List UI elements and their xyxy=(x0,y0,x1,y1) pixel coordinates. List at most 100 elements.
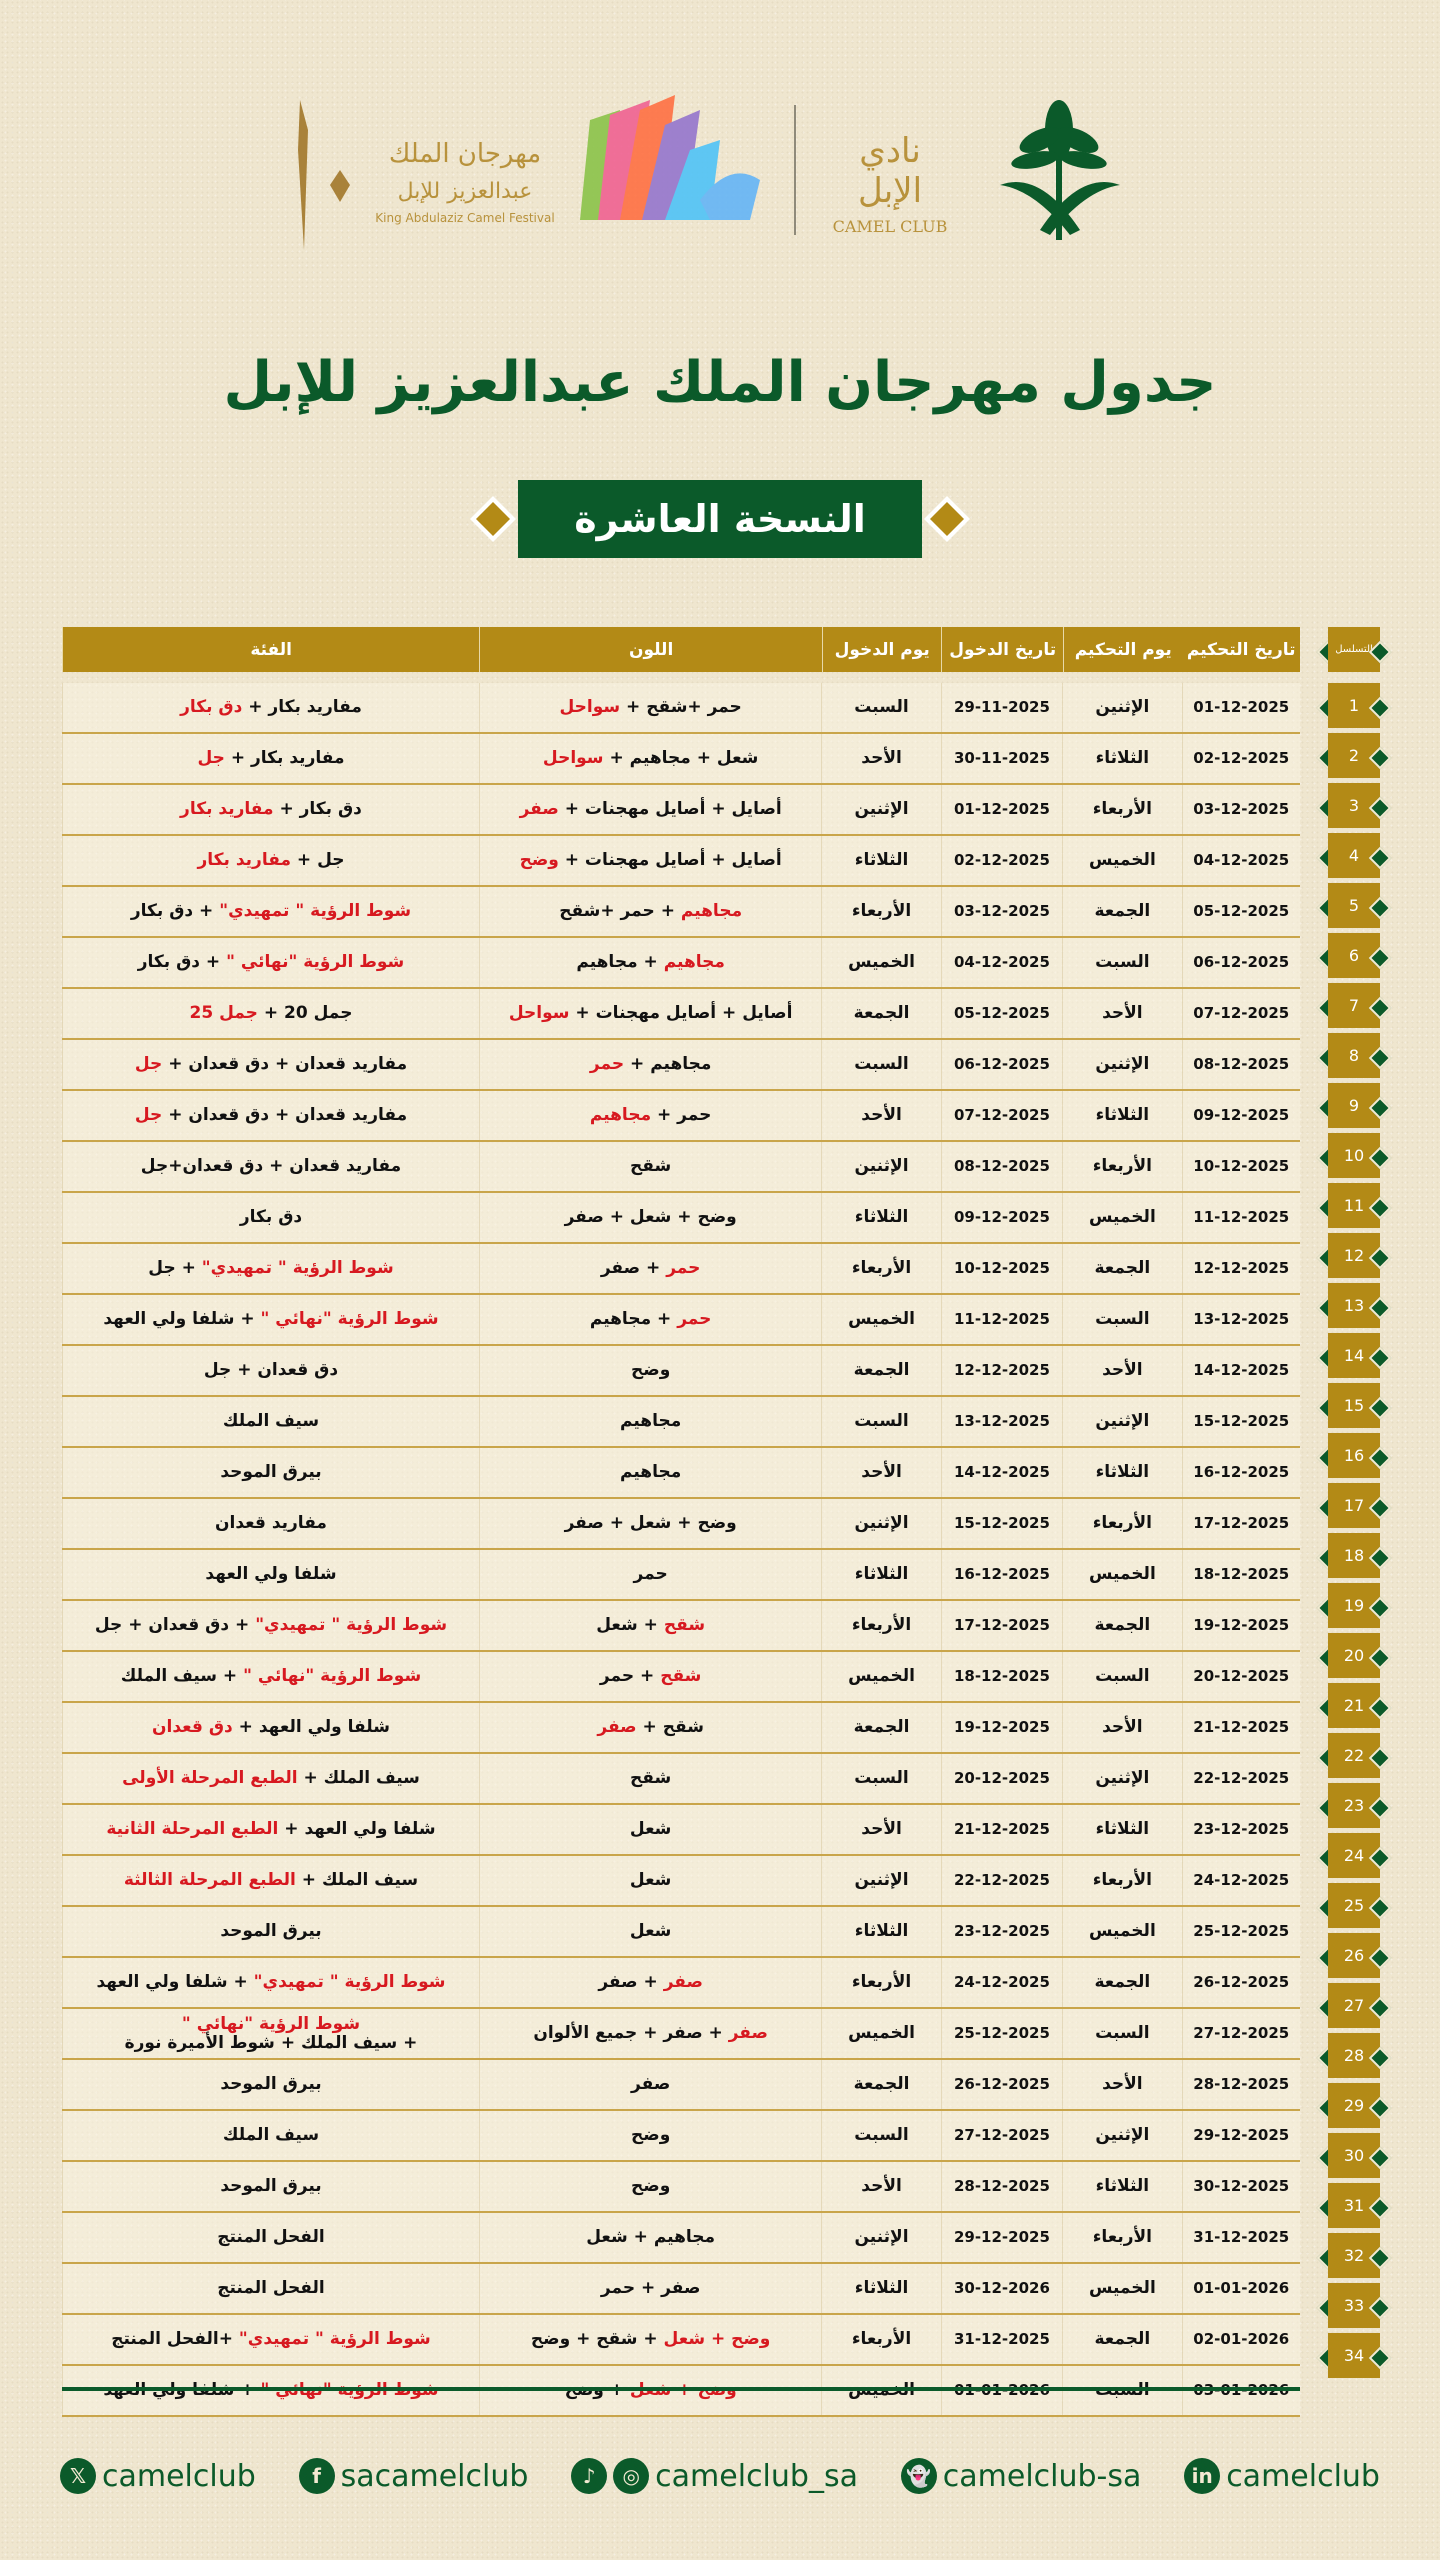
cell-judging-day: الخميس xyxy=(1062,836,1181,885)
cell-color: صفر + صفر xyxy=(478,1958,821,2007)
text: صفر + حمر xyxy=(600,2278,701,2299)
serial-tile: 29 xyxy=(1316,2083,1392,2128)
cell-judging-day: الأحد xyxy=(1062,2060,1181,2109)
cell-category: دق قعدان + جل xyxy=(62,1346,479,1395)
cell-judging-date: 26-12-2025 xyxy=(1181,1958,1300,2007)
serial-tile: 6 xyxy=(1316,933,1392,978)
cell-entry-day: الجمعة xyxy=(821,2060,940,2109)
highlighted-text: مجاهيم xyxy=(680,901,743,922)
cell-judging-date: 02-01-2026 xyxy=(1181,2315,1300,2364)
serial-tile: 15 xyxy=(1316,1383,1392,1428)
text: مفاريد قعدان xyxy=(215,1513,327,1534)
text: أصايل + أصايل مهجنات + xyxy=(558,799,782,820)
cell-category: مفاريد بكار + جل xyxy=(62,734,479,783)
social-link[interactable]: in camelclub xyxy=(1184,2458,1380,2494)
text: + صفر xyxy=(600,1258,667,1279)
cell-entry-date: 07-12-2025 xyxy=(940,1091,1062,1140)
serial-tile: 9 xyxy=(1316,1083,1392,1128)
cell-category: شوط الرؤية "نهائي " + دق بكار xyxy=(62,938,479,987)
text: + شقح + وضح xyxy=(530,2329,664,2350)
table-row: الفحل المنتج صفر + حمر الثلاثاء 30-12-2026 ا… xyxy=(62,2264,1300,2315)
highlighted-text: صفر xyxy=(519,799,559,820)
cell-color: وضح xyxy=(478,2162,821,2211)
text: + حمر xyxy=(599,1666,661,1687)
edition-title: النسخة العاشرة xyxy=(574,497,866,541)
text: بيرق الموحد xyxy=(220,2176,322,2197)
camel-riders-illustration xyxy=(580,95,760,220)
text: مفاريد قعدان + دق قعدان+جل xyxy=(140,1156,402,1177)
page-title: جدول مهرجان الملك عبدالعزيز للإبل xyxy=(223,350,1217,415)
text: + مجاهيم xyxy=(589,1309,678,1330)
text: مجاهيم + شعل xyxy=(586,2227,716,2248)
cell-entry-date: 06-12-2025 xyxy=(940,1040,1062,1089)
table-row: شلفا ولي العهد حمر الثلاثاء 16-12-2025 الخمي… xyxy=(62,1550,1300,1601)
serial-tile: 19 xyxy=(1316,1583,1392,1628)
serial-tile: 30 xyxy=(1316,2133,1392,2178)
cell-category: مفاريد بكار + دق بكار xyxy=(62,683,479,732)
cell-color: مجاهيم + مجاهيم xyxy=(478,938,821,987)
serial-number: 15 xyxy=(1328,1383,1380,1428)
social-link[interactable]: f sacamelclub xyxy=(298,2458,529,2494)
cell-judging-date: 15-12-2025 xyxy=(1181,1397,1300,1446)
highlighted-text: مجاهيم xyxy=(589,1105,652,1126)
cell-category: دق بكار xyxy=(62,1193,479,1242)
table-row: جل + مفاريد بكار أصايل + أصايل مهجنات + و… xyxy=(62,836,1300,887)
serial-column: التسلسل 1 2 3 4 5 6 7 8 9 10 11 12 13 14 15 16 17 18 19 20 2… xyxy=(1316,627,1392,2383)
text: شلفا ولي العهد xyxy=(205,1564,337,1585)
cell-judging-day: الجمعة xyxy=(1062,2315,1181,2364)
text: شلفا ولي العهد + xyxy=(278,1819,436,1840)
cell-color: شعل xyxy=(478,1907,821,1956)
highlighted-text: وضح + شعل xyxy=(663,2329,771,2350)
cell-entry-date: 13-12-2025 xyxy=(940,1397,1062,1446)
serial-tile: 25 xyxy=(1316,1883,1392,1928)
cell-entry-date: 17-12-2025 xyxy=(940,1601,1062,1650)
cell-color: مجاهيم xyxy=(478,1448,821,1497)
highlighted-text: صفر xyxy=(597,1717,637,1738)
cell-category: سيف الملك + الطبع المرحلة الأولى xyxy=(62,1754,479,1803)
highlighted-text: مفاريد بكار xyxy=(197,850,291,871)
cell-entry-date: 15-12-2025 xyxy=(940,1499,1062,1548)
cell-judging-day: الثلاثاء xyxy=(1062,1448,1181,1497)
cell-category: سيف الملك xyxy=(62,1397,479,1446)
cell-judging-day: الجمعة xyxy=(1062,1958,1181,2007)
social-handle: camelclub_sa xyxy=(655,2458,858,2494)
text: حمر + xyxy=(651,1105,712,1126)
highlighted-text: حمر xyxy=(666,1258,701,1279)
serial-number: 18 xyxy=(1328,1533,1380,1578)
serial-number: 25 xyxy=(1328,1883,1380,1928)
cell-judging-date: 27-12-2025 xyxy=(1181,2009,1300,2058)
cell-entry-date: 30-11-2025 xyxy=(940,734,1062,783)
social-link[interactable]: ♪ ◎ camelclub_sa xyxy=(571,2458,858,2494)
text: سيف الملك xyxy=(222,2125,320,2146)
highlighted-text: جل xyxy=(134,1054,163,1075)
highlighted-text: شوط الرؤية " تمهيدي" xyxy=(238,2329,431,2350)
cell-judging-date: 09-12-2025 xyxy=(1181,1091,1300,1140)
cell-color: صفر xyxy=(478,2060,821,2109)
cell-judging-day: الجمعة xyxy=(1062,1244,1181,1293)
text: شقح xyxy=(630,1156,672,1177)
text: مفاريد بكار + xyxy=(242,697,362,718)
social-link[interactable]: 👻 camelclub-sa xyxy=(900,2458,1141,2494)
cell-judging-date: 31-12-2025 xyxy=(1181,2213,1300,2262)
highlighted-text: جل xyxy=(197,748,225,769)
highlighted-text: شوط الرؤية " تمهيدي" xyxy=(219,901,412,922)
table-row: شوط الرؤية " تمهيدي" + دق بكار مجاهيم + ح… xyxy=(62,887,1300,938)
cell-entry-day: الجمعة xyxy=(821,1346,940,1395)
text: + صفر xyxy=(598,1972,664,1993)
table-row: مفاريد بكار + دق بكار حمر +شقح + سواحل الس… xyxy=(62,683,1300,734)
club-logo-english: CAMEL CLUB xyxy=(833,217,948,236)
social-handle: sacamelclub xyxy=(340,2458,529,2494)
text: شعل + مجاهيم + xyxy=(603,748,759,769)
cell-judging-day: الثلاثاء xyxy=(1062,1805,1181,1854)
cell-entry-day: السبت xyxy=(821,1397,940,1446)
highlighted-text: شوط الرؤية " تمهيدي" xyxy=(255,1615,448,1636)
text: شعل xyxy=(629,1921,672,1942)
text: جمل 20 + xyxy=(257,1003,353,1024)
table-row: مفاريد قعدان + دق قعدان+جل شقح الإثنين 08-1… xyxy=(62,1142,1300,1193)
text: مفاريد قعدان + دق قعدان + xyxy=(162,1054,408,1075)
cell-category: شوط الرؤية "نهائي " + سيف الملك + شوط ال… xyxy=(62,2009,479,2058)
text: + سيف الملك xyxy=(120,1666,244,1687)
cell-color: مجاهيم + حمر xyxy=(478,1040,821,1089)
serial-tile: 20 xyxy=(1316,1633,1392,1678)
